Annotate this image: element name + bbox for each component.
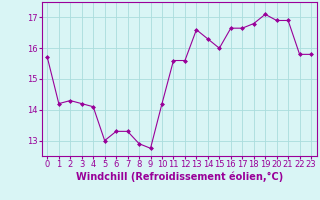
X-axis label: Windchill (Refroidissement éolien,°C): Windchill (Refroidissement éolien,°C) — [76, 172, 283, 182]
